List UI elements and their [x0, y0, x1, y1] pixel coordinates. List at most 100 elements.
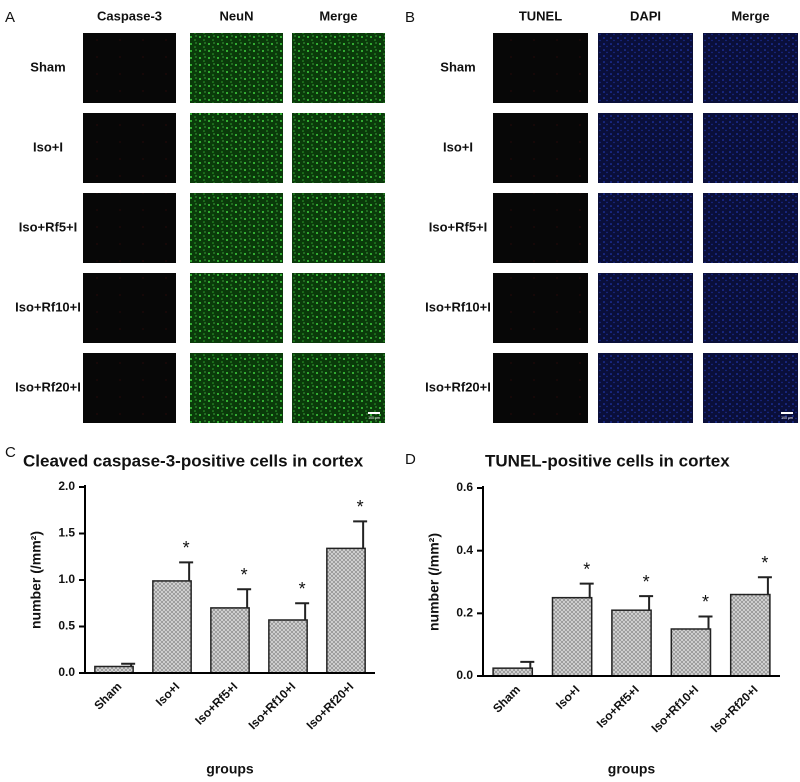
significance-mark: *	[357, 497, 364, 517]
panel-letter: C	[5, 444, 16, 461]
micrograph	[703, 273, 798, 343]
x-tick-label: Iso+Rf10+I	[246, 679, 299, 732]
micrograph	[598, 113, 693, 183]
micrograph	[703, 353, 798, 423]
micrograph	[83, 273, 176, 343]
error-bar	[179, 561, 194, 581]
micrograph	[83, 33, 176, 103]
micrograph	[493, 193, 588, 263]
y-tick-label: 2.0	[58, 479, 75, 493]
x-tick-label: Iso+Rf5+I	[192, 679, 240, 727]
micrograph	[493, 273, 588, 343]
bar	[326, 547, 366, 674]
error-bar	[121, 662, 136, 667]
column-header: Merge	[731, 8, 769, 23]
micrograph	[83, 193, 176, 263]
significance-mark: *	[643, 572, 650, 592]
row-label: Iso+Rf5+I	[19, 219, 78, 234]
micrograph	[292, 273, 385, 343]
axes	[482, 486, 780, 677]
x-tick-label: Sham	[91, 679, 124, 712]
y-tick-label: 1.5	[58, 526, 75, 540]
chart-title: Cleaved caspase-3-positive cells in cort…	[23, 451, 364, 470]
scale-bar-label: 100 μm	[368, 416, 380, 420]
y-tick-label: 0.6	[456, 480, 473, 494]
row-label: Sham	[440, 59, 475, 74]
y-tick-label: 0.0	[58, 665, 75, 679]
significance-mark: *	[299, 579, 306, 599]
micrograph	[493, 113, 588, 183]
bar	[268, 619, 308, 674]
row-label: Iso+Rf20+I	[425, 379, 491, 394]
micrograph	[292, 193, 385, 263]
x-tick-label: Iso+I	[153, 679, 182, 708]
row-label: Sham	[30, 59, 65, 74]
significance-mark: *	[183, 538, 190, 558]
micrograph	[83, 353, 176, 423]
row-label: Iso+Rf10+I	[15, 299, 81, 314]
micrograph	[703, 113, 798, 183]
micrograph	[703, 193, 798, 263]
panel-letter: A	[5, 9, 15, 26]
y-tick-label: 0.5	[58, 619, 75, 633]
column-header: Caspase-3	[97, 8, 162, 23]
panel-letter: B	[405, 9, 415, 26]
y-tick-label: 0.0	[456, 668, 473, 682]
column-header: TUNEL	[519, 8, 562, 23]
micrograph	[598, 273, 693, 343]
x-axis-label: groups	[206, 761, 254, 777]
x-tick-label: Iso+Rf20+I	[708, 682, 761, 735]
error-bar	[757, 576, 772, 595]
significance-mark: *	[241, 565, 248, 585]
row-label: Iso+I	[443, 139, 473, 154]
bar	[152, 580, 192, 674]
error-bar	[698, 615, 713, 629]
row-label: Iso+Rf5+I	[429, 219, 488, 234]
significance-mark: *	[702, 592, 709, 612]
error-bar	[579, 582, 594, 598]
significance-mark: *	[583, 559, 590, 579]
y-tick-label: 0.2	[456, 606, 473, 620]
bar	[611, 609, 652, 677]
micrograph	[190, 193, 283, 263]
micrograph	[598, 353, 693, 423]
panel-letter: D	[405, 451, 416, 468]
bar	[210, 607, 250, 674]
axes	[84, 485, 375, 674]
x-tick-label: Iso+Rf5+I	[594, 682, 642, 730]
y-tick-label: 1.0	[58, 572, 75, 586]
y-axis-label: number (/mm²)	[28, 531, 44, 629]
micrograph	[292, 33, 385, 103]
row-label: Iso+I	[33, 139, 63, 154]
micrograph	[83, 113, 176, 183]
micrograph	[493, 353, 588, 423]
micrograph	[493, 33, 588, 103]
x-axis-label: groups	[608, 761, 656, 777]
micrograph	[292, 113, 385, 183]
x-tick-label: Iso+Rf10+I	[648, 682, 701, 735]
column-header: Merge	[319, 8, 357, 23]
scale-bar-label: 100 μm	[781, 416, 793, 420]
bar	[551, 596, 593, 677]
significance-mark: *	[761, 553, 768, 573]
bar	[729, 593, 771, 677]
micrograph	[190, 33, 283, 103]
column-header: DAPI	[630, 8, 661, 23]
y-axis-label: number (/mm²)	[426, 533, 442, 631]
error-bar	[639, 595, 654, 611]
error-bar	[353, 520, 368, 549]
bar	[670, 628, 712, 677]
micrograph	[598, 193, 693, 263]
row-label: Iso+Rf20+I	[15, 379, 81, 394]
micrograph	[703, 33, 798, 103]
y-tick-label: 0.4	[456, 543, 473, 557]
micrograph	[190, 353, 283, 423]
micrograph	[190, 273, 283, 343]
column-header: NeuN	[220, 8, 254, 23]
x-tick-label: Iso+Rf20+I	[304, 679, 357, 732]
chart-title: TUNEL-positive cells in cortex	[485, 451, 730, 470]
error-bar	[520, 660, 535, 669]
micrograph	[598, 33, 693, 103]
bar	[492, 667, 534, 677]
